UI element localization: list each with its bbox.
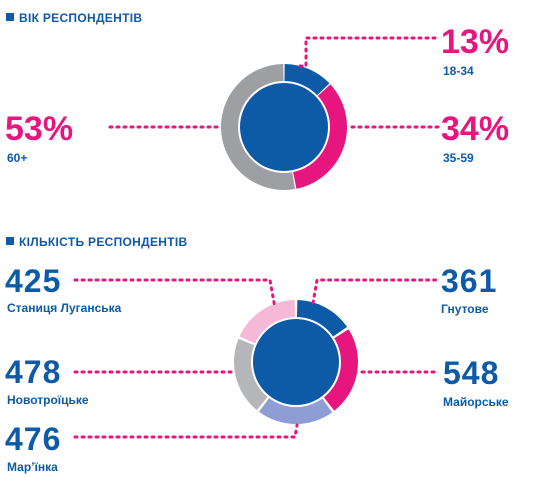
label-hnutove: Гнутове — [441, 302, 489, 316]
value-novotroitske: 478 — [5, 354, 61, 390]
section-bullet-count — [6, 237, 14, 245]
value-18-34: 13% — [441, 23, 509, 61]
label-maiorske: Майорське — [443, 395, 509, 409]
count-center-disc — [251, 317, 341, 407]
age-slice-0 — [284, 64, 330, 99]
leader-line-hnutove — [311, 278, 440, 305]
age-center-disc — [238, 81, 330, 173]
leader-line-18-34 — [298, 36, 440, 68]
value-hnutove: 361 — [441, 263, 497, 299]
leader-line-marinka — [73, 423, 299, 439]
count-chart-title: КІЛЬКІСТЬ РЕСПОНДЕНТІВ — [19, 235, 187, 249]
value-60plus: 53% — [5, 110, 73, 148]
value-stanytsia: 425 — [5, 263, 61, 299]
count-slice-3 — [234, 338, 272, 411]
count-slice-0 — [296, 300, 348, 340]
label-18-34: 18-34 — [443, 64, 474, 78]
value-35-59: 34% — [441, 110, 509, 148]
value-marinka: 476 — [5, 421, 61, 457]
count-donut-chart — [234, 300, 358, 424]
label-novotroitske: Новотроїцьке — [7, 393, 89, 407]
count-slice-4 — [239, 300, 296, 346]
label-60plus: 60+ — [7, 151, 27, 165]
label-35-59: 35-59 — [443, 151, 474, 165]
value-maiorske: 548 — [443, 355, 499, 391]
age-donut-chart — [220, 64, 348, 190]
leader-line-stanytsia — [73, 278, 277, 310]
label-marinka: Мар’їнка — [7, 460, 58, 474]
age-slice-2 — [220, 64, 296, 190]
section-bullet-age — [6, 13, 14, 21]
label-stanytsia: Станиця Луганська — [7, 301, 122, 315]
age-chart-title: ВІК РЕСПОНДЕНТІВ — [19, 11, 142, 25]
